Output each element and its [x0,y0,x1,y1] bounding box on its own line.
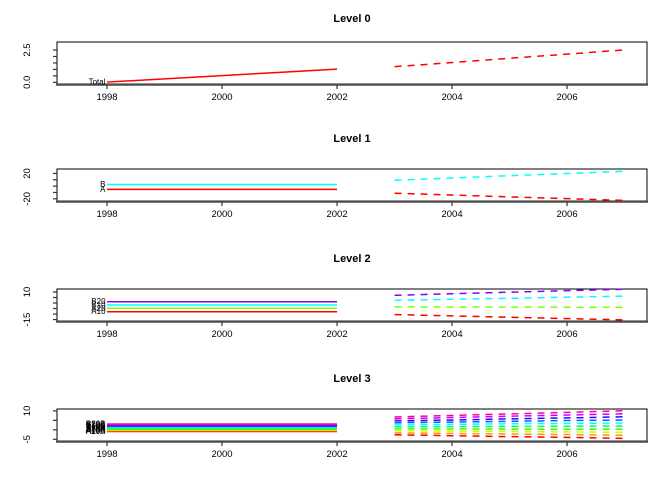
panel-title-level-2: Level 2 [333,253,371,265]
series-forecast-A10C [394,430,625,434]
series-forecast-A10 [394,313,625,321]
x-tick-label: 1998 [96,449,117,460]
panel-level-0: Level 0 1998 2000 2002 2004 2006 0.0 2.5 Total [0,0,672,120]
plot-area-level-0: 1998 2000 2002 2004 2006 0.0 2.5 Total [22,41,648,103]
series-forecast-A10B [394,432,625,437]
series-label-B20B: B20B [86,419,106,428]
panel-level-3: Level 3 1998 2000 2002 2004 2006 -5 10 A10A A10B… [0,360,672,480]
x-tick-label: 2006 [556,449,577,460]
series-label-B10C: B10C [86,421,106,430]
plot-area-level-3: 1998 2000 2002 2004 2006 -5 10 A10AA10BA10CA20A… [22,406,648,460]
x-tick-label: 2004 [441,209,462,220]
series-label-A20B: A20B [86,424,106,433]
series-forecast-B10B [394,419,625,424]
x-tick-label: 2004 [441,329,462,340]
series-forecast-A [394,192,625,202]
x-tick-label: 2002 [326,209,347,220]
series-label-A10: A10 [91,307,106,316]
x-tick-label: 2004 [441,449,462,460]
x-tick-label: 2006 [556,329,577,340]
series-label-B20: B20 [91,297,106,306]
series-label-A20: A20 [91,304,106,313]
y-tick-label: 10 [22,287,33,298]
x-tick-label: 2006 [556,209,577,220]
panel-title-level-1: Level 1 [333,133,371,145]
series-label-A10C: A10C [86,425,106,434]
series-label-B10: B10 [91,301,106,310]
series-forecast-B20 [394,288,625,297]
panel-level-1: Level 1 1998 2000 2002 2004 2006 -20 20 A B [0,120,672,240]
x-tick-label: 2000 [211,92,232,103]
panel-level-2: Level 2 1998 2000 2002 2004 2006 -15 10 A10 A20 B… [0,240,672,360]
y-tick-label: -5 [22,435,33,443]
series-label-A20A: A20A [86,425,106,434]
y-tick-label: 0.0 [22,76,33,89]
series-label-B: B [100,180,105,189]
panel-title-level-3: Level 3 [333,373,371,385]
series-label-Total: Total [89,78,106,87]
x-tick-label: 1998 [96,329,117,340]
plot-area-level-1: 1998 2000 2002 2004 2006 -20 20 AB [22,168,648,220]
series-forecast-B10 [394,295,625,302]
y-tick-label: -15 [22,313,33,327]
series-label-B10B: B10B [86,422,106,431]
x-tick-label: 1998 [96,209,117,220]
series-label-A: A [100,185,106,194]
x-tick-label: 1998 [96,92,117,103]
plot-box [56,41,648,85]
series-label-A10A: A10A [86,427,106,436]
x-tick-label: 2000 [211,329,232,340]
series-label-B10A: B10A [86,423,106,432]
series-forecast-A20B [394,425,625,428]
y-tick-label: 10 [22,406,33,417]
series-forecast-B10A [394,422,625,426]
series-forecast-Total [394,49,625,68]
y-tick-label: -20 [22,192,33,206]
x-tick-label: 2000 [211,209,232,220]
x-tick-label: 2002 [326,329,347,340]
x-tick-label: 2000 [211,449,232,460]
x-tick-label: 2002 [326,449,347,460]
series-history-Total [106,68,338,83]
y-tick-label: 2.5 [22,43,33,56]
series-label-B20A: B20A [86,420,106,429]
x-tick-label: 2004 [441,92,462,103]
x-tick-label: 2002 [326,92,347,103]
x-tick-label: 2006 [556,92,577,103]
panel-title-level-0: Level 0 [333,13,371,25]
series-forecast-B [394,170,625,182]
y-tick-label: 20 [22,168,33,179]
series-label-A10B: A10B [86,426,106,435]
